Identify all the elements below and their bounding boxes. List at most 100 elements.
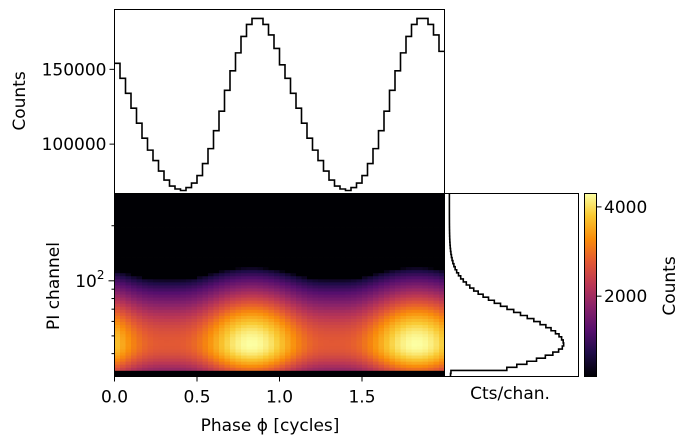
heatmap-cell — [120, 321, 126, 326]
heatmap-cell — [285, 272, 291, 277]
heatmap-cell — [307, 352, 313, 356]
heatmap-cell — [312, 306, 319, 310]
heatmap-cell — [153, 275, 159, 280]
heatmap-ylabel: PI channel — [44, 242, 64, 330]
heatmap-cell — [186, 318, 192, 322]
heatmap-cell — [274, 251, 280, 255]
heatmap-cell — [235, 217, 242, 222]
heatmap-cell — [252, 294, 258, 298]
heatmap-cell — [274, 199, 280, 204]
heatmap-cell — [175, 291, 181, 295]
heatmap-cell — [164, 278, 170, 283]
heatmap-cell — [164, 214, 170, 219]
heatmap-cell — [125, 294, 132, 298]
heatmap-cell — [125, 254, 132, 258]
heatmap-cell — [268, 367, 275, 371]
heatmap-cell — [213, 239, 220, 243]
heatmap-cell — [345, 291, 352, 295]
heatmap-cell — [334, 227, 341, 231]
heatmap-cell — [169, 230, 176, 234]
heatmap-cell — [378, 321, 385, 326]
heatmap-cell — [125, 336, 132, 341]
heatmap-cell — [389, 297, 396, 301]
heatmap-cell — [213, 303, 220, 307]
heatmap-cell — [378, 220, 385, 225]
heatmap-cell — [433, 242, 440, 246]
heatmap-cell — [186, 236, 192, 240]
top-panel-frame — [114, 9, 445, 194]
heatmap-cell — [301, 208, 308, 213]
heatmap-cell — [263, 196, 269, 200]
heatmap-cell — [378, 214, 385, 219]
heatmap-cell — [285, 288, 291, 292]
heatmap-cell — [279, 327, 286, 332]
heatmap-cell — [257, 330, 264, 335]
heatmap-cell — [439, 251, 445, 255]
heatmap-cell — [142, 275, 148, 280]
heatmap-cell — [351, 318, 357, 322]
heatmap-cell — [180, 230, 187, 234]
heatmap-cell — [235, 361, 242, 365]
heatmap-cell — [120, 333, 126, 338]
heatmap-cell — [235, 355, 242, 359]
heatmap-cell — [323, 269, 330, 274]
heatmap-cell — [263, 214, 269, 219]
heatmap-cell — [175, 248, 181, 252]
heatmap-cell — [175, 272, 181, 277]
heatmap-cell — [191, 300, 198, 304]
heatmap-cell — [125, 324, 132, 329]
heatmap-cell — [329, 294, 335, 298]
heatmap-cell — [241, 275, 247, 280]
heatmap-cell — [345, 278, 352, 283]
heatmap-cell — [406, 211, 412, 216]
heatmap-cell — [329, 367, 335, 371]
heatmap-cell — [334, 309, 341, 313]
heatmap-cell — [175, 205, 181, 210]
heatmap-cell — [252, 291, 258, 295]
heatmap-cell — [411, 358, 418, 362]
heatmap-cell — [329, 245, 335, 249]
heatmap-cell — [351, 339, 357, 344]
heatmap-cell — [158, 208, 165, 213]
heatmap-cell — [136, 260, 143, 265]
heatmap-cell — [362, 275, 368, 280]
heatmap-cell — [224, 358, 231, 362]
heatmap-cell — [367, 245, 374, 249]
heatmap-cell — [439, 217, 445, 222]
heatmap-cell — [296, 327, 302, 332]
heatmap-cell — [439, 278, 445, 283]
heatmap-cell — [241, 266, 247, 271]
heatmap-cell — [378, 364, 385, 368]
heatmap-cell — [323, 370, 330, 374]
heatmap-cell — [378, 205, 385, 210]
heatmap-cell — [131, 202, 137, 207]
heatmap-cell — [296, 300, 302, 304]
heatmap-cell — [301, 327, 308, 332]
heatmap-cell — [197, 254, 203, 258]
heatmap-cell — [356, 309, 363, 313]
heatmap-cell — [323, 230, 330, 234]
heatmap-cell — [428, 239, 434, 243]
heatmap-cell — [433, 352, 440, 356]
heatmap-cell — [230, 217, 236, 222]
heatmap-cell — [411, 315, 418, 319]
heatmap-cell — [367, 257, 374, 261]
heatmap-cell — [285, 346, 291, 350]
heatmap-cell — [417, 324, 423, 329]
heatmap-cell — [296, 336, 302, 341]
heatmap-cell — [422, 355, 429, 359]
heatmap-cell — [301, 272, 308, 277]
heatmap-cell — [312, 294, 319, 298]
heatmap-cell — [131, 205, 137, 210]
heatmap-cell — [252, 266, 258, 271]
heatmap-cell — [290, 306, 297, 310]
heatmap-cell — [400, 342, 407, 347]
heatmap-cell — [307, 233, 313, 237]
heatmap-cell — [230, 303, 236, 307]
heatmap-cell — [312, 327, 319, 332]
heatmap-cell — [175, 202, 181, 207]
heatmap-cell — [334, 288, 341, 292]
heatmap-cell — [263, 208, 269, 213]
heatmap-cell — [213, 285, 220, 289]
heatmap-cell — [318, 349, 324, 353]
